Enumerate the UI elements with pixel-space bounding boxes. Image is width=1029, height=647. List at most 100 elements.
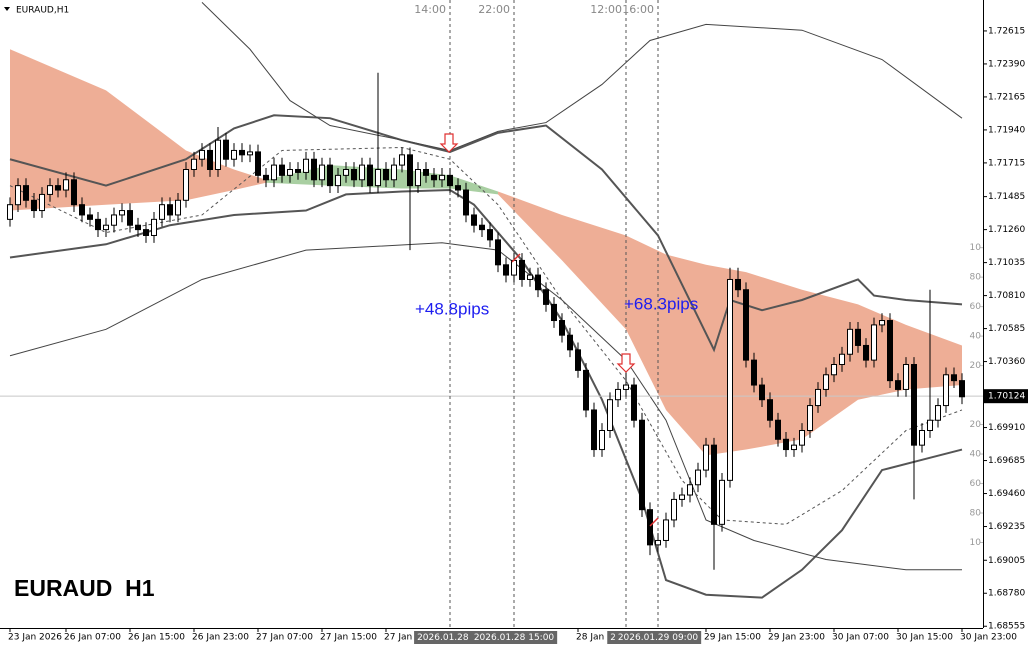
candle-body — [559, 320, 565, 336]
candle-body — [327, 164, 333, 187]
candle-body — [247, 151, 253, 156]
y-tick-label: 1.70360 — [988, 357, 1025, 367]
y-tick-label: 1.72615 — [988, 26, 1025, 36]
x-tick-label: 30 Jan 15:00 — [896, 633, 953, 643]
candle-body — [639, 419, 645, 511]
candle-body — [711, 444, 717, 525]
sell-arrow — [616, 353, 636, 373]
candle-body — [831, 364, 837, 376]
y-tick-label: 1.72165 — [988, 92, 1025, 102]
y2-tick-label: 20 — [970, 361, 982, 371]
annotation: +48.8pips — [415, 299, 489, 318]
y-tick-label: 1.71940 — [988, 125, 1025, 135]
candle-body — [31, 199, 37, 212]
candle-body — [911, 364, 917, 446]
candle-body — [535, 274, 541, 291]
x-tick-label: 27 Jan 07:00 — [256, 633, 313, 643]
candle-body — [839, 353, 845, 366]
candle-body — [903, 364, 909, 390]
candle-body — [623, 384, 629, 390]
candle-body — [471, 214, 477, 226]
x-tick-label: 26 Jan 23:00 — [192, 633, 249, 643]
candle-body — [143, 229, 149, 236]
y-tick-label: 1.68780 — [988, 589, 1025, 599]
x-tick-label: 30 Jan 23:00 — [960, 633, 1017, 643]
menu-triangle[interactable] — [4, 7, 10, 11]
chart-title: EURAUD,H1 — [16, 6, 69, 16]
x-tick-label: 23 Jan 2026 — [8, 633, 62, 643]
candle-body — [879, 320, 885, 326]
candle-body — [119, 210, 125, 216]
candle-body — [463, 189, 469, 216]
separator-top-label: 14:00 — [414, 3, 446, 16]
candle-body — [415, 168, 421, 187]
candle-body — [439, 174, 445, 181]
candle-layer — [7, 72, 965, 570]
candle-body — [679, 494, 685, 500]
candle-body — [287, 168, 293, 176]
candle-body — [759, 384, 765, 401]
x-tick-label: 26 Jan 15:00 — [128, 633, 185, 643]
candle-body — [959, 380, 965, 398]
candle-body — [79, 204, 85, 216]
candle-body — [551, 303, 557, 322]
candle-body — [575, 349, 581, 371]
candle-body — [239, 149, 245, 156]
x-tick-label: 27 Jan 15:00 — [320, 633, 377, 643]
candle-body — [599, 429, 605, 451]
time-highlight — [414, 631, 486, 644]
exit-mark — [511, 253, 521, 263]
candle-body — [719, 479, 725, 525]
candle-body — [191, 158, 197, 170]
candle-body — [927, 419, 933, 431]
candle-body — [103, 224, 109, 231]
candle-body — [807, 405, 813, 431]
candle-body — [591, 409, 597, 451]
candle-body — [863, 344, 869, 361]
exit-mark — [649, 517, 659, 527]
y-tick-label: 1.70585 — [988, 324, 1025, 334]
indicator-line — [9, 114, 963, 353]
candle-body — [951, 374, 957, 382]
candle-body — [207, 149, 213, 170]
candle-body — [15, 185, 21, 206]
candle-body — [735, 278, 741, 291]
x-tick-label: 29 Jan 23:00 — [768, 633, 825, 643]
time-highlight — [614, 631, 702, 644]
candle-body — [55, 185, 61, 191]
y-tick-label: 1.71485 — [988, 192, 1025, 202]
y2-tick-label: 20 — [970, 420, 982, 430]
y-tick-label: 1.71035 — [988, 258, 1025, 268]
indicator-line — [201, 1, 963, 151]
candle-body — [111, 214, 117, 226]
candle-body — [423, 168, 429, 176]
candle-body — [543, 289, 549, 305]
candle-body — [71, 179, 77, 206]
time-highlight-label: 2026.01.28 07 — [417, 633, 483, 643]
candle-body — [279, 164, 285, 176]
annotation: +68.3pips — [624, 294, 698, 313]
candle-body — [335, 174, 341, 187]
candle-body — [151, 218, 157, 236]
candle-body — [175, 199, 181, 216]
candle-body — [527, 274, 533, 280]
candle-body — [687, 484, 693, 496]
candle-body — [703, 444, 709, 471]
sell-arrow — [439, 133, 459, 153]
y2-tick-label: 60 — [970, 479, 982, 489]
y-tick-label: 1.69005 — [988, 556, 1025, 566]
candle-body — [319, 164, 325, 181]
y-tick-label: 1.69235 — [988, 522, 1025, 532]
candle-body — [743, 289, 749, 361]
indicator-line — [9, 242, 962, 571]
candle-body — [847, 328, 853, 355]
candle-body — [375, 168, 381, 187]
y-tick-label: 1.69685 — [988, 456, 1025, 466]
candle-body — [919, 429, 925, 446]
candle-body — [199, 149, 205, 160]
x-tick-label: 30 Jan 07:00 — [832, 633, 889, 643]
candle-body — [223, 139, 229, 160]
candle-body — [767, 399, 773, 421]
